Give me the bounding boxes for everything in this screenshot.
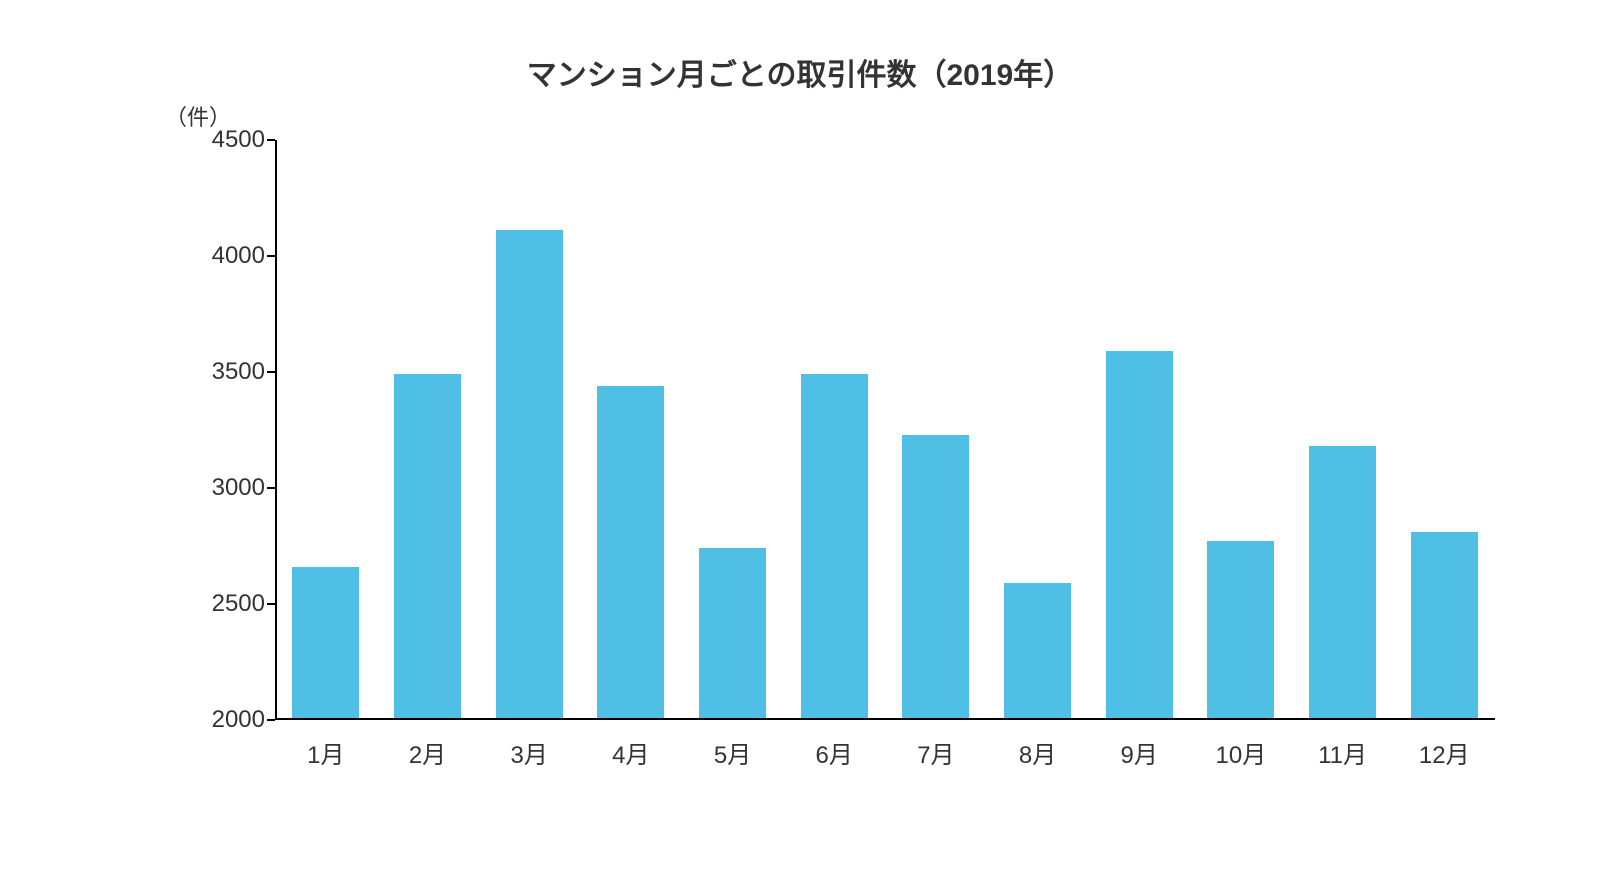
bar-slot: [1393, 140, 1495, 720]
x-tick-label: 12月: [1393, 735, 1495, 775]
x-tick-label: 7月: [885, 735, 987, 775]
bar-slot: [987, 140, 1089, 720]
bar: [1004, 583, 1071, 720]
bar-slot: [1088, 140, 1190, 720]
y-tick-label: 3000: [212, 474, 265, 502]
y-tick-label: 3500: [212, 358, 265, 386]
x-tick-label: 1月: [275, 735, 377, 775]
bar-slot: [682, 140, 784, 720]
bar: [496, 230, 563, 720]
bar: [597, 386, 664, 720]
x-tick-label: 5月: [682, 735, 784, 775]
y-tick-label: 2500: [212, 590, 265, 618]
bar: [394, 374, 461, 720]
y-tick-mark: [267, 487, 275, 489]
x-tick-label: 10月: [1190, 735, 1292, 775]
bar-slot: [885, 140, 987, 720]
bar: [902, 435, 969, 720]
y-tick-label: 4500: [212, 126, 265, 154]
bar: [1207, 541, 1274, 720]
y-tick-mark: [267, 603, 275, 605]
bar: [801, 374, 868, 720]
x-tick-label: 8月: [987, 735, 1089, 775]
bar: [699, 548, 766, 720]
bar-slot: [377, 140, 479, 720]
x-axis-labels: 1月2月3月4月5月6月7月8月9月10月11月12月: [275, 735, 1495, 775]
bar: [1309, 446, 1376, 720]
chart-title: マンション月ごとの取引件数（2019年）: [75, 50, 1525, 94]
x-axis-line: [275, 718, 1495, 720]
y-tick-label: 2000: [212, 706, 265, 734]
bar-slot: [580, 140, 682, 720]
bar-slot: [783, 140, 885, 720]
bars-group: [275, 140, 1495, 720]
x-tick-label: 9月: [1088, 735, 1190, 775]
chart-container: マンション月ごとの取引件数（2019年） （件） 200025003000350…: [75, 50, 1525, 830]
x-tick-label: 6月: [783, 735, 885, 775]
y-axis: 200025003000350040004500: [205, 140, 275, 720]
x-tick-label: 4月: [580, 735, 682, 775]
bar-slot: [478, 140, 580, 720]
bar-slot: [1292, 140, 1394, 720]
plot-area: [275, 140, 1495, 720]
x-tick-label: 2月: [377, 735, 479, 775]
bar-slot: [275, 140, 377, 720]
bar: [1411, 532, 1478, 720]
bar: [1106, 351, 1173, 720]
y-tick-label: 4000: [212, 242, 265, 270]
bar: [292, 567, 359, 720]
bar-slot: [1190, 140, 1292, 720]
y-tick-mark: [267, 255, 275, 257]
x-tick-label: 3月: [478, 735, 580, 775]
y-tick-mark: [267, 139, 275, 141]
x-tick-label: 11月: [1292, 735, 1394, 775]
y-tick-mark: [267, 371, 275, 373]
y-tick-mark: [267, 719, 275, 721]
